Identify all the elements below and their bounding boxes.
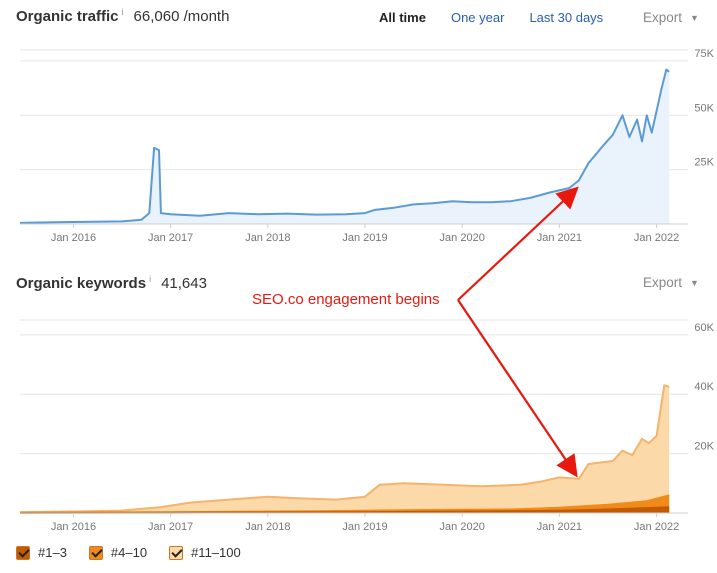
series-area bbox=[20, 385, 670, 513]
caret-down-icon: ▼ bbox=[690, 277, 699, 288]
traffic-chart: 25K 50K 75K Jan 2016 Jan 2017 Jan 2018 Jan 201… bbox=[19, 48, 715, 244]
y-tick-label: 75K bbox=[694, 48, 714, 60]
checkbox-icon[interactable] bbox=[16, 545, 30, 560]
export-label: Export bbox=[643, 10, 683, 25]
caret-down-icon: ▼ bbox=[690, 12, 699, 23]
tab-all-time[interactable]: All time bbox=[379, 10, 426, 25]
checkbox-icon[interactable] bbox=[169, 545, 184, 560]
y-tick-label: 60K bbox=[694, 322, 714, 334]
y-tick-label: 25K bbox=[694, 157, 714, 169]
export-label: Export bbox=[643, 275, 683, 290]
tab-last-30-days[interactable]: Last 30 days bbox=[529, 10, 604, 25]
series-line bbox=[19, 68, 670, 224]
y-tick-label: 50K bbox=[694, 102, 714, 114]
x-tick-label: Jan 2017 bbox=[148, 232, 193, 244]
x-tick-label: Jan 2018 bbox=[245, 232, 290, 244]
range-tabs: All time One year Last 30 days bbox=[379, 10, 628, 25]
info-icon[interactable]: i bbox=[121, 7, 124, 17]
x-tick-label: Jan 2017 bbox=[148, 521, 193, 533]
series-line bbox=[19, 384, 670, 514]
y-tick-label: 20K bbox=[694, 441, 714, 453]
legend-item-11-100[interactable]: #11–100 bbox=[169, 545, 241, 560]
info-icon[interactable]: i bbox=[149, 274, 152, 284]
traffic-export-button[interactable]: Export ▼ bbox=[643, 10, 699, 25]
traffic-value: 66,060 /month bbox=[133, 8, 230, 25]
keywords-header: Organic keywords i 41,643 bbox=[16, 274, 207, 292]
annotation-arrow-up bbox=[457, 186, 579, 301]
legend-item-1-3[interactable]: #1–3 bbox=[16, 545, 67, 560]
x-tick-label: Jan 2022 bbox=[634, 232, 679, 244]
traffic-header: Organic traffic i 66,060 /month bbox=[16, 7, 230, 25]
legend-label: #11–100 bbox=[191, 545, 241, 560]
legend-label: #1–3 bbox=[38, 545, 67, 560]
x-tick-label: Jan 2018 bbox=[245, 521, 290, 533]
x-tick-label: Jan 2016 bbox=[51, 232, 96, 244]
keywords-value: 41,643 bbox=[161, 275, 207, 292]
x-tick-label: Jan 2016 bbox=[51, 521, 96, 533]
annotation-arrow-down bbox=[457, 299, 578, 478]
series-area bbox=[20, 69, 670, 224]
x-tick-label: Jan 2020 bbox=[440, 521, 485, 533]
x-tick-label: Jan 2020 bbox=[440, 232, 485, 244]
x-tick-label: Jan 2022 bbox=[634, 521, 679, 533]
annotation-text: SEO.co engagement begins bbox=[252, 291, 440, 308]
x-tick-label: Jan 2019 bbox=[342, 521, 387, 533]
legend: #1–3 #4–10 #11–100 bbox=[16, 545, 263, 560]
legend-item-4-10[interactable]: #4–10 bbox=[88, 545, 148, 560]
tab-one-year[interactable]: One year bbox=[450, 10, 505, 25]
checkbox-icon[interactable] bbox=[88, 545, 103, 560]
x-tick-label: Jan 2021 bbox=[537, 232, 582, 244]
keywords-title: Organic keywords bbox=[16, 275, 147, 292]
x-tick-label: Jan 2019 bbox=[342, 232, 387, 244]
x-tick-label: Jan 2021 bbox=[537, 521, 582, 533]
y-tick-label: 40K bbox=[694, 381, 714, 393]
traffic-title: Organic traffic bbox=[16, 8, 119, 25]
keywords-export-button[interactable]: Export ▼ bbox=[643, 275, 699, 290]
legend-label: #4–10 bbox=[110, 545, 148, 560]
